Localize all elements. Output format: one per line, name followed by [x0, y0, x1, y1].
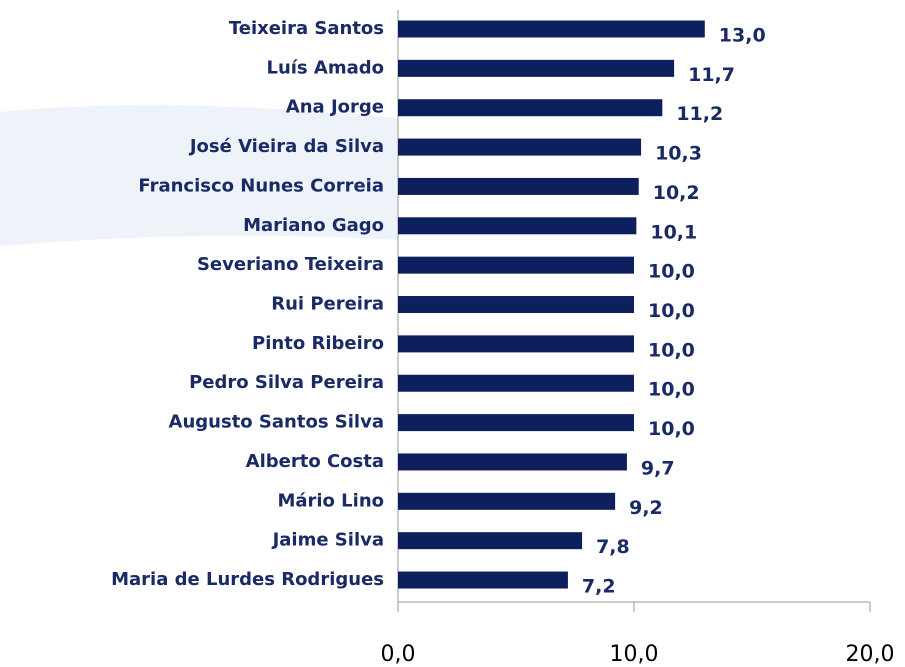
x-tick-label: 10,0: [610, 642, 659, 667]
bar: [398, 414, 634, 432]
category-label: Rui Pereira: [271, 294, 384, 315]
category-label: José Vieira da Silva: [188, 136, 384, 157]
value-label: 10,1: [650, 221, 697, 243]
value-label: 13,0: [719, 25, 766, 47]
category-label: Mariano Gago: [243, 215, 384, 236]
bar: [398, 532, 583, 550]
value-label: 11,2: [676, 103, 723, 125]
category-label: Severiano Teixeira: [197, 254, 384, 275]
bar: [398, 217, 637, 235]
bar: [398, 374, 634, 392]
category-label: Jaime Silva: [271, 530, 384, 551]
category-label: Luís Amado: [266, 57, 384, 78]
bar: [398, 138, 642, 156]
value-label: 7,8: [596, 536, 630, 558]
bar: [398, 571, 568, 589]
category-label: Augusto Santos Silva: [169, 412, 384, 433]
x-tick-label: 20,0: [846, 642, 895, 667]
value-label: 11,7: [688, 64, 735, 86]
category-label: Ana Jorge: [286, 97, 384, 118]
value-label: 10,3: [655, 143, 702, 165]
value-label: 10,0: [648, 261, 695, 283]
bar: [398, 492, 616, 510]
value-label: 10,0: [648, 379, 695, 401]
value-label: 9,2: [629, 497, 663, 519]
category-label: Maria de Lurdes Rodrigues: [111, 569, 384, 590]
bar: [398, 177, 639, 195]
value-label: 10,2: [653, 182, 700, 204]
value-label: 10,0: [648, 300, 695, 322]
x-tick-label: 0,0: [381, 642, 416, 667]
bar: [398, 335, 634, 353]
bar: [398, 256, 634, 274]
bar: [398, 296, 634, 314]
bar: [398, 59, 675, 77]
category-label: Teixeira Santos: [229, 18, 384, 39]
value-label: 7,2: [582, 576, 616, 598]
value-label: 10,0: [648, 339, 695, 361]
value-label: 10,0: [648, 418, 695, 440]
category-label: Francisco Nunes Correia: [138, 175, 384, 196]
background-shape: [0, 105, 398, 246]
value-label: 9,7: [641, 457, 675, 479]
category-label: Pedro Silva Pereira: [189, 372, 384, 393]
category-label: Pinto Ribeiro: [252, 333, 384, 354]
bar: [398, 99, 663, 117]
category-label: Alberto Costa: [246, 451, 384, 472]
bar: [398, 453, 627, 471]
category-label: Mário Lino: [277, 490, 384, 511]
bar: [398, 20, 705, 38]
